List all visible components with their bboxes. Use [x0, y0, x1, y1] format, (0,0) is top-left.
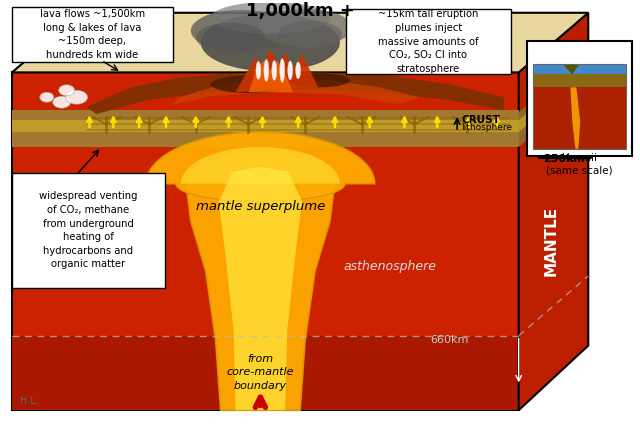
Ellipse shape: [211, 75, 290, 93]
Polygon shape: [146, 132, 374, 202]
Polygon shape: [563, 64, 579, 74]
Text: asthenosphere: asthenosphere: [343, 260, 436, 273]
FancyBboxPatch shape: [527, 40, 632, 156]
Ellipse shape: [59, 85, 75, 96]
Ellipse shape: [196, 23, 266, 52]
FancyBboxPatch shape: [12, 336, 518, 410]
Text: ~15km tall eruption
plumes inject
massive amounts of
CO₂, SO₂ Cl into
stratosphe: ~15km tall eruption plumes inject massiv…: [378, 9, 479, 74]
Bar: [532, 87, 626, 149]
Ellipse shape: [290, 73, 350, 87]
Ellipse shape: [40, 92, 54, 102]
Text: 660km: 660km: [430, 335, 468, 345]
Ellipse shape: [296, 62, 301, 79]
Polygon shape: [12, 13, 588, 73]
Polygon shape: [186, 154, 335, 410]
FancyBboxPatch shape: [12, 173, 165, 288]
Polygon shape: [518, 62, 588, 132]
Polygon shape: [570, 87, 580, 149]
Text: widespread venting
of CO₂, methane
from underground
heating of
hydrocarbons and
: widespread venting of CO₂, methane from …: [39, 191, 138, 269]
FancyBboxPatch shape: [12, 117, 518, 147]
Polygon shape: [181, 147, 340, 183]
Polygon shape: [518, 52, 588, 147]
Ellipse shape: [201, 14, 340, 71]
FancyBboxPatch shape: [12, 73, 518, 410]
Text: 1,000km +: 1,000km +: [246, 2, 355, 20]
Ellipse shape: [52, 96, 70, 108]
Ellipse shape: [191, 10, 290, 51]
Polygon shape: [236, 50, 318, 92]
Text: MANTLE: MANTLE: [544, 206, 559, 276]
Text: lava flows ~1,500km
long & lakes of lava
~150m deep,
hundreds km wide: lava flows ~1,500km long & lakes of lava…: [40, 9, 145, 60]
Text: Hawaii
(same scale): Hawaii (same scale): [546, 153, 612, 176]
FancyBboxPatch shape: [12, 7, 173, 62]
Ellipse shape: [278, 21, 342, 48]
Ellipse shape: [272, 60, 276, 81]
Bar: [532, 64, 626, 74]
Ellipse shape: [256, 62, 261, 79]
Bar: [532, 64, 626, 149]
Ellipse shape: [264, 59, 269, 81]
Polygon shape: [171, 78, 419, 105]
Polygon shape: [219, 167, 302, 410]
Bar: [532, 74, 626, 87]
Ellipse shape: [66, 90, 88, 104]
FancyBboxPatch shape: [12, 120, 518, 132]
FancyBboxPatch shape: [346, 9, 511, 74]
Ellipse shape: [280, 59, 285, 82]
Polygon shape: [248, 60, 293, 92]
Polygon shape: [86, 73, 504, 114]
Text: H.L.: H.L.: [20, 396, 38, 406]
Text: lithosphere: lithosphere: [461, 122, 512, 132]
Text: CRUST: CRUST: [461, 115, 500, 125]
Polygon shape: [518, 13, 588, 410]
Ellipse shape: [211, 2, 330, 33]
Text: from
core-mantle
boundary: from core-mantle boundary: [227, 354, 294, 391]
Text: 250km: 250km: [543, 154, 586, 164]
Ellipse shape: [288, 61, 292, 80]
Ellipse shape: [258, 9, 352, 47]
FancyBboxPatch shape: [12, 110, 518, 120]
Text: mantle superplume: mantle superplume: [196, 200, 325, 213]
